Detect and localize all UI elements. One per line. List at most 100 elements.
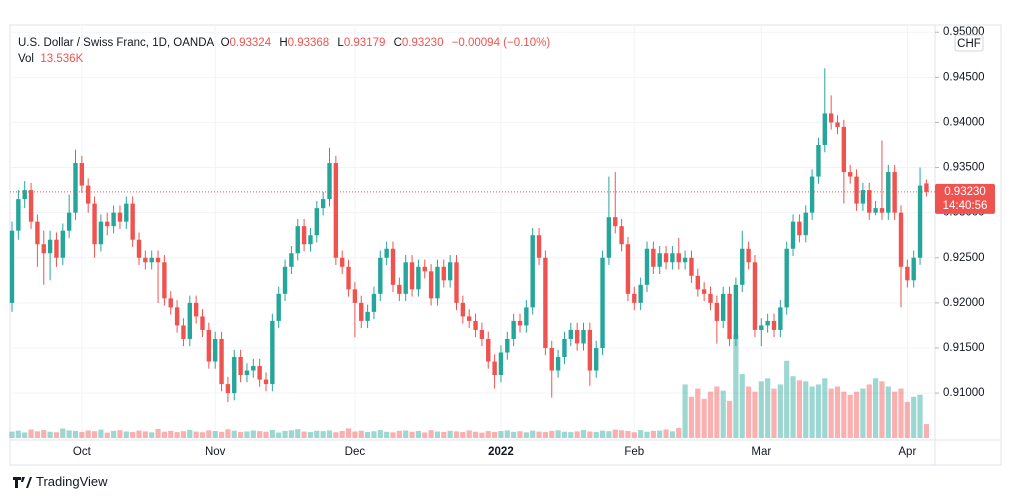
volume-bar	[847, 394, 853, 438]
x-tick-label: Oct	[73, 446, 92, 458]
volume-bar	[771, 388, 777, 438]
candle-body	[701, 289, 707, 294]
volume-bar	[390, 432, 396, 438]
volume-bar	[720, 390, 726, 438]
candle-body	[530, 235, 535, 308]
candle-body	[174, 307, 180, 326]
volume-bar	[453, 431, 460, 438]
symbol[interactable]: U.S. Dollar / Swiss Franc, 1D, OANDA	[18, 37, 215, 49]
volume-bar	[269, 429, 275, 438]
candle-body	[784, 248, 789, 308]
candle-body	[841, 126, 847, 173]
volume-bar	[282, 430, 288, 438]
last-price-tag	[935, 183, 995, 214]
volume-bar	[409, 431, 415, 438]
y-tick-label: 0.92000	[943, 297, 985, 309]
y-tick-label: 0.91000	[943, 387, 985, 399]
change: −0.00094 (−0.10%)	[451, 37, 551, 49]
volume-bar	[28, 429, 34, 438]
candle-body	[638, 284, 643, 303]
volume-bar	[225, 429, 231, 438]
legend: U.S. Dollar / Swiss Franc, 1D, OANDA O0.…	[18, 35, 555, 67]
volume-bar	[415, 430, 421, 438]
volume-bar	[66, 430, 72, 438]
candle-body	[663, 253, 669, 263]
candle-body	[854, 176, 859, 204]
volume-bar	[657, 430, 663, 438]
volume-layer	[9, 335, 929, 438]
candle-body	[428, 271, 434, 299]
volume-bar	[377, 430, 383, 438]
candle-body	[47, 239, 53, 254]
candle-body	[22, 190, 27, 200]
candle-body	[168, 298, 173, 308]
volume-bar	[428, 430, 434, 438]
high-value: 0.93368	[287, 37, 330, 49]
candle-body	[371, 293, 377, 312]
volume-bar	[676, 427, 682, 438]
candle-body	[149, 257, 154, 263]
candle-body	[289, 253, 294, 267]
volume-bar	[41, 430, 47, 438]
volume-bar	[580, 429, 587, 438]
volume-bar	[733, 335, 739, 438]
volume-bar	[53, 432, 60, 438]
candle-body	[35, 221, 40, 245]
candle-body	[809, 176, 815, 213]
volume-bar	[250, 430, 256, 438]
candle-body	[721, 293, 726, 321]
open-value: 0.93324	[229, 37, 272, 49]
candle-body	[238, 357, 243, 376]
volume-bar	[923, 424, 929, 438]
candle-body	[111, 212, 116, 227]
low-label: L	[337, 37, 344, 49]
brand[interactable]: TradingView	[36, 474, 108, 489]
volume-bar	[707, 391, 714, 438]
candle-body	[924, 183, 929, 192]
volume-bar	[15, 430, 21, 438]
volume-bar	[695, 388, 701, 438]
candle-body	[543, 257, 548, 348]
candle-body	[765, 320, 770, 326]
volume-bar	[542, 432, 548, 438]
candle-body	[460, 302, 466, 317]
candle-body	[308, 235, 313, 245]
volume-bar	[263, 431, 269, 438]
volume-bar	[784, 360, 790, 438]
volume-bar	[447, 430, 453, 438]
volume-bar	[688, 396, 695, 438]
volume-bar	[822, 378, 828, 438]
candle-body	[524, 307, 529, 326]
x-tick-label: Dec	[345, 446, 366, 458]
candle-layer	[9, 68, 929, 403]
candle-body	[797, 221, 802, 236]
volume-bar	[111, 430, 117, 438]
candle-body	[905, 266, 910, 281]
candle-body	[733, 284, 739, 339]
candle-body	[613, 217, 618, 227]
currency-badge[interactable]	[954, 34, 984, 52]
volume-bar	[587, 431, 593, 438]
open-label: O	[220, 37, 230, 49]
volume-value: 13.536K	[40, 53, 84, 65]
grid	[10, 25, 935, 440]
candle-body	[689, 257, 694, 276]
volume-bar	[161, 431, 167, 438]
candle-body	[41, 244, 46, 254]
candle-body	[657, 253, 662, 267]
candle-body	[790, 221, 796, 249]
y-tick-label: 0.94500	[943, 71, 985, 83]
candle-body	[98, 221, 104, 245]
last-price: 0.93230	[944, 186, 986, 198]
candle-body	[447, 262, 453, 281]
x-tick-label: Apr	[898, 446, 916, 458]
volume-bar	[701, 398, 707, 438]
candle-body	[454, 262, 459, 303]
candle-body	[917, 185, 923, 258]
volume-bar	[803, 381, 809, 438]
volume-bar	[244, 431, 250, 438]
volume-bar	[345, 428, 352, 438]
volume-bar	[352, 431, 358, 438]
candle-body	[759, 325, 764, 330]
volume-bar	[625, 430, 631, 438]
